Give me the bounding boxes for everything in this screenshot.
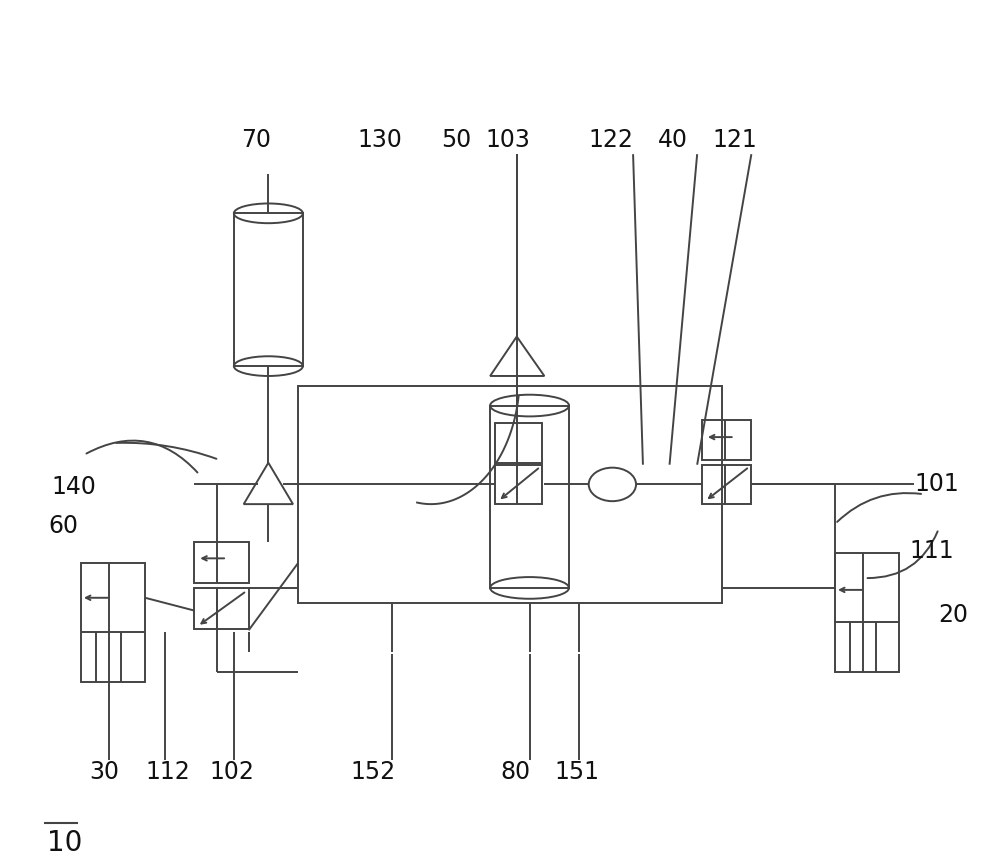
Text: 130: 130	[357, 128, 402, 151]
Bar	[495, 423, 542, 463]
Text: 111: 111	[909, 538, 954, 562]
Bar	[702, 465, 751, 504]
Text: 112: 112	[145, 760, 190, 785]
Bar	[702, 421, 751, 460]
Text: 121: 121	[712, 128, 757, 151]
Bar	[490, 405, 569, 588]
Text: 101: 101	[914, 472, 959, 496]
Bar	[194, 542, 249, 583]
Text: 10: 10	[47, 829, 82, 857]
Text: 60: 60	[49, 514, 79, 538]
Bar	[81, 563, 145, 682]
Text: 152: 152	[350, 760, 395, 785]
Text: 30: 30	[89, 760, 119, 785]
Bar	[194, 588, 249, 629]
Bar	[234, 213, 303, 366]
Text: 122: 122	[589, 128, 634, 151]
Text: 80: 80	[500, 760, 530, 785]
Text: 103: 103	[485, 128, 530, 151]
Bar	[835, 554, 899, 671]
Text: 70: 70	[241, 128, 271, 151]
Text: 151: 151	[554, 760, 599, 785]
Text: 50: 50	[441, 128, 471, 151]
Bar	[495, 465, 542, 504]
Text: 140: 140	[51, 474, 96, 499]
Text: 40: 40	[658, 128, 688, 151]
Text: 102: 102	[209, 760, 254, 785]
Text: 20: 20	[939, 603, 969, 626]
Bar	[298, 386, 722, 603]
